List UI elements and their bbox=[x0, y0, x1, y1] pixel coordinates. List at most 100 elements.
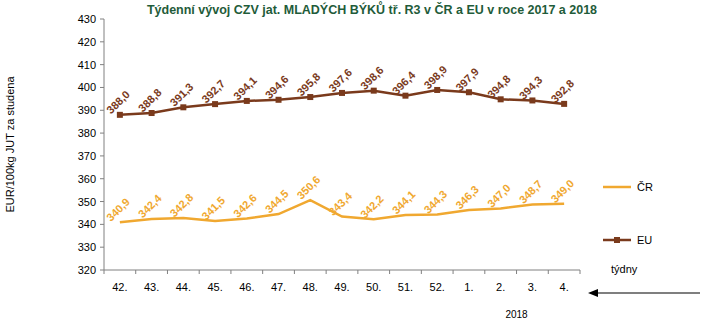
data-label: 397,6 bbox=[326, 66, 354, 94]
x-tick bbox=[580, 270, 581, 274]
marker bbox=[244, 98, 250, 104]
data-label: 392,7 bbox=[199, 77, 227, 105]
y-tick bbox=[100, 270, 104, 271]
x-tick bbox=[104, 270, 105, 274]
x-tick bbox=[326, 270, 327, 274]
y-tick-label: 350 bbox=[78, 196, 96, 208]
data-label: 344,3 bbox=[421, 188, 449, 216]
x-tick-label: 49. bbox=[334, 281, 349, 293]
data-label: 342,8 bbox=[168, 191, 196, 219]
data-label: 397,9 bbox=[453, 65, 481, 93]
x-tick-label: 2. bbox=[496, 281, 505, 293]
y-tick-label: 360 bbox=[78, 173, 96, 185]
data-label: 344,1 bbox=[390, 188, 418, 216]
y-tick bbox=[100, 87, 104, 88]
x-tick bbox=[294, 270, 295, 274]
marker bbox=[307, 94, 313, 100]
x-tick-label: 1. bbox=[464, 281, 473, 293]
x-axis bbox=[104, 270, 580, 271]
y-tick-label: 420 bbox=[78, 36, 96, 48]
marker bbox=[529, 97, 535, 103]
x-tick-label: 52. bbox=[430, 281, 445, 293]
x-tick bbox=[421, 270, 422, 274]
title: Týdenní vývoj CZV jat. MLADÝCH BÝKŮ tř. … bbox=[147, 1, 597, 17]
data-label: 392,8 bbox=[548, 77, 576, 105]
arrow-head bbox=[588, 289, 598, 297]
data-label: 342,4 bbox=[136, 191, 165, 220]
x-tick bbox=[262, 270, 263, 274]
marker bbox=[339, 90, 345, 96]
y-axis bbox=[104, 19, 105, 270]
data-label: 341,5 bbox=[199, 194, 227, 222]
x-tick-label: 47. bbox=[271, 281, 286, 293]
data-label: 344,5 bbox=[263, 187, 291, 215]
y-tick bbox=[100, 64, 104, 65]
data-label: 349,0 bbox=[548, 177, 576, 205]
annotation: 2018 bbox=[505, 309, 528, 320]
marker bbox=[561, 101, 567, 107]
data-label: 342,2 bbox=[358, 193, 386, 221]
x-tick bbox=[357, 270, 358, 274]
data-label: 394,8 bbox=[485, 73, 513, 101]
y-tick bbox=[100, 247, 104, 248]
y-tick bbox=[100, 224, 104, 225]
data-label: 394,6 bbox=[263, 73, 291, 101]
marker bbox=[371, 88, 377, 94]
x-tick bbox=[167, 270, 168, 274]
y-tick-label: 320 bbox=[78, 264, 96, 276]
y-tick-label: 390 bbox=[78, 104, 96, 116]
marker bbox=[117, 112, 123, 118]
marker bbox=[498, 96, 504, 102]
x-tick bbox=[389, 270, 390, 274]
x-tick bbox=[453, 270, 454, 274]
y-tick bbox=[100, 19, 104, 20]
x-tick bbox=[484, 270, 485, 274]
data-label: 395,8 bbox=[294, 70, 322, 98]
data-label: 394,3 bbox=[517, 74, 545, 102]
x-tick bbox=[199, 270, 200, 274]
data-label: 346,3 bbox=[453, 183, 481, 211]
marker bbox=[402, 93, 408, 99]
x-tick-label: 3. bbox=[528, 281, 537, 293]
data-label: 388,0 bbox=[104, 88, 132, 116]
arrow bbox=[596, 292, 700, 293]
data-label: 342,6 bbox=[231, 192, 259, 220]
plot-area bbox=[117, 87, 567, 222]
x-tick-label: 43. bbox=[144, 281, 159, 293]
y-tick-label: 330 bbox=[78, 241, 96, 253]
y-tick-label: 430 bbox=[78, 13, 96, 25]
data-label: 348,7 bbox=[517, 178, 545, 206]
data-label: 391,3 bbox=[168, 81, 196, 109]
data-label: 396,4 bbox=[390, 68, 419, 97]
legend-line bbox=[603, 186, 631, 189]
y-tick bbox=[100, 201, 104, 202]
x-tick-label: 50. bbox=[366, 281, 381, 293]
y-tick bbox=[100, 155, 104, 156]
y-tick bbox=[100, 178, 104, 179]
legend-label: EU bbox=[637, 234, 652, 246]
y-tick bbox=[100, 110, 104, 111]
y-tick-label: 380 bbox=[78, 127, 96, 139]
x-tick bbox=[516, 270, 517, 274]
marker bbox=[466, 89, 472, 95]
x-tick-label: 42. bbox=[112, 281, 127, 293]
x-tick-label: 48. bbox=[303, 281, 318, 293]
x-tick-label: 45. bbox=[207, 281, 222, 293]
chart: Týdenní vývoj CZV jat. MLADÝCH BÝKŮ tř. … bbox=[0, 0, 707, 331]
x-label: týdny bbox=[611, 263, 638, 275]
y-tick-label: 400 bbox=[78, 81, 96, 93]
data-label: 398,9 bbox=[421, 63, 449, 91]
x-tick-label: 4. bbox=[560, 281, 569, 293]
marker bbox=[434, 87, 440, 93]
legend-label: ČR bbox=[637, 181, 653, 193]
y-tick-label: 410 bbox=[78, 59, 96, 71]
x-tick bbox=[135, 270, 136, 274]
y-tick-label: 370 bbox=[78, 150, 96, 162]
data-label: 340,9 bbox=[104, 196, 132, 224]
data-label: 343,4 bbox=[326, 189, 355, 218]
x-tick bbox=[548, 270, 549, 274]
y-tick bbox=[100, 41, 104, 42]
marker bbox=[180, 104, 186, 110]
y-label: EUR/100kg JUT za studena bbox=[4, 76, 16, 213]
data-label: 350,6 bbox=[294, 173, 322, 201]
